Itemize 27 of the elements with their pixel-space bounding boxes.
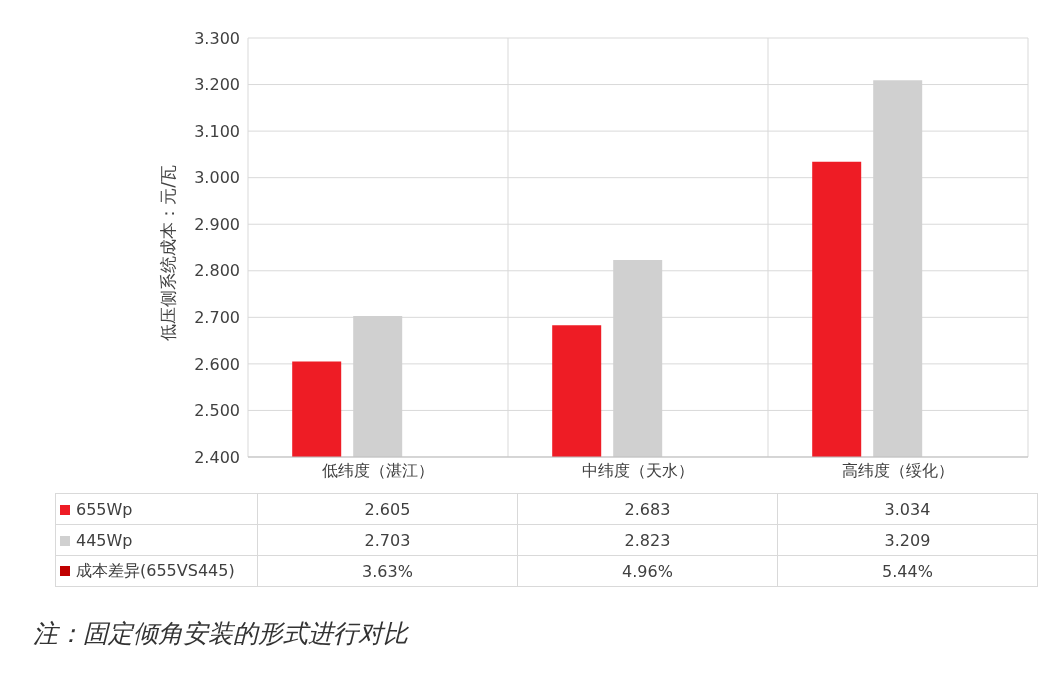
y-tick-label: 2.400 [194, 447, 240, 467]
y-tick-label: 2.700 [194, 308, 240, 328]
data-label: 3.034 [777, 493, 1038, 525]
text: 5.44% [882, 561, 933, 581]
x-tick-label: 中纬度（天水） [582, 461, 694, 481]
y-axis-title: 低压侧系统成本：元/瓦 [156, 165, 179, 341]
legend-label: 655Wp [55, 493, 258, 525]
y-tick-label: 3.000 [194, 168, 240, 188]
text: 注：固定倾角安装的形式进行对比 [33, 618, 410, 650]
data-label: 3.209 [777, 524, 1038, 556]
text: 3.63% [362, 561, 413, 581]
legend-label: 445Wp [55, 524, 258, 556]
x-tick-label: 低纬度（湛江） [322, 461, 434, 481]
y-tick-label: 2.600 [194, 354, 240, 374]
data-label: 2.823 [517, 524, 778, 556]
y-tick-label: 2.800 [194, 261, 240, 281]
data-label: 2.605 [257, 493, 518, 525]
y-tick-label: 3.300 [194, 28, 240, 48]
legend-label: 成本差异(655VS445) [55, 555, 258, 587]
y-tick-label: 3.100 [194, 121, 240, 141]
text: 4.96% [622, 561, 673, 581]
data-label: 2.703 [257, 524, 518, 556]
x-tick-label: 高纬度（绥化） [842, 461, 954, 481]
y-tick-label: 2.500 [194, 401, 240, 421]
data-label: 2.683 [517, 493, 778, 525]
y-tick-label: 2.900 [194, 214, 240, 234]
y-tick-label: 3.200 [194, 75, 240, 95]
